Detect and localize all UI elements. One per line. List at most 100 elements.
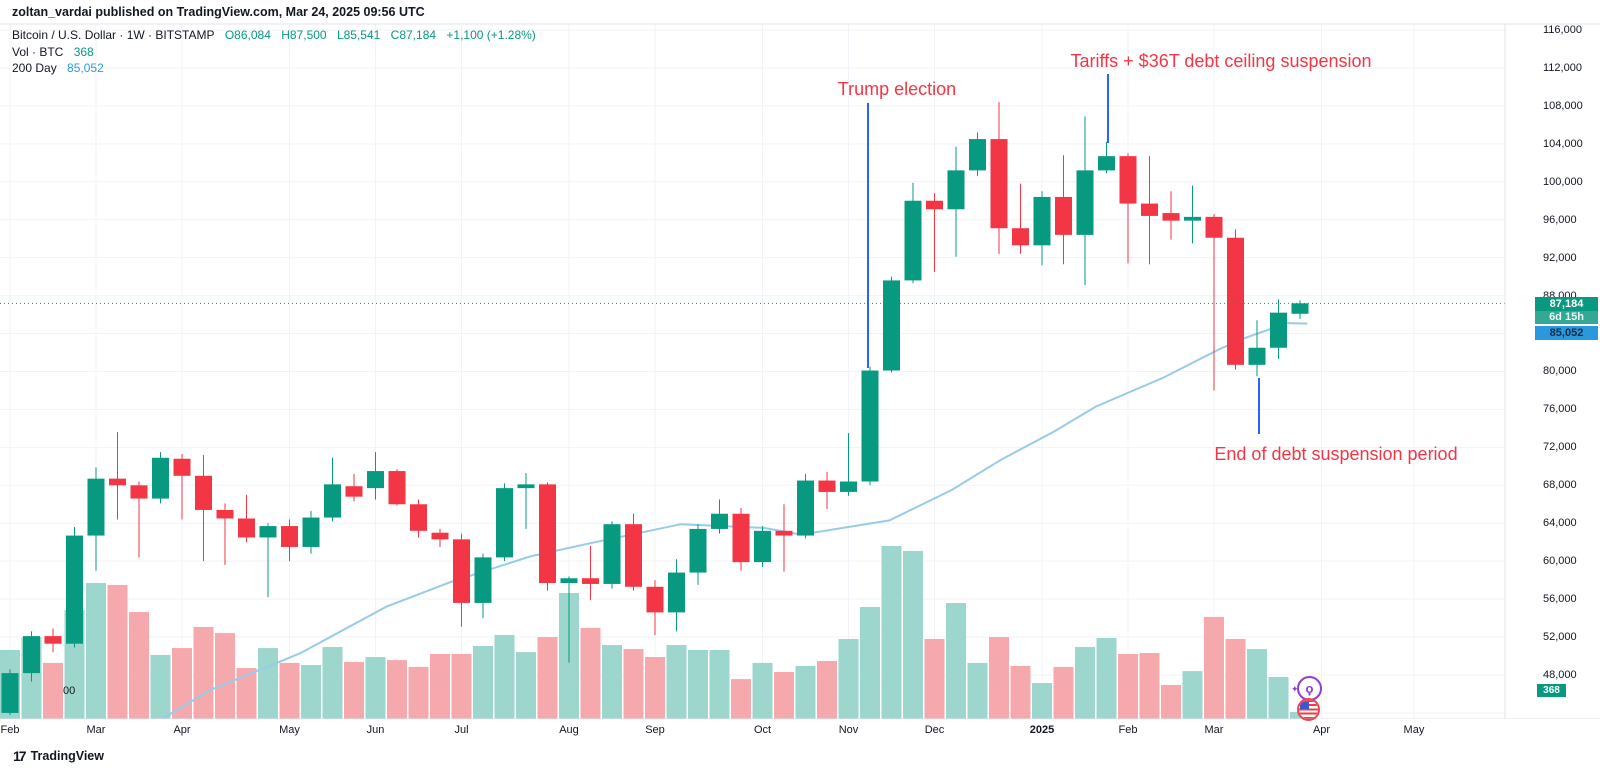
volume-bar — [602, 645, 622, 719]
candle-body — [1141, 203, 1158, 216]
candle-body — [281, 526, 298, 547]
volume-bar — [989, 637, 1009, 719]
volume-bar — [1053, 666, 1074, 719]
time-axis-label: 2025 — [1029, 724, 1055, 736]
volume-bar — [129, 611, 149, 719]
candle-body — [173, 458, 191, 476]
annotation-text: End of debt suspension period — [1214, 444, 1457, 464]
volume-bar — [1268, 676, 1289, 719]
volume-bar — [387, 660, 407, 719]
candle-body — [1227, 237, 1244, 365]
time-axis-label: Jul — [454, 724, 469, 736]
volume-bar — [1139, 653, 1160, 719]
ohlc-low: L85,541 — [336, 28, 381, 42]
candle-body — [324, 484, 341, 518]
volume-bar — [774, 672, 794, 719]
volume-bar — [1010, 665, 1031, 719]
candle-body — [582, 578, 599, 584]
candle-body — [44, 636, 62, 644]
candle-body — [904, 200, 922, 281]
candle-body — [754, 530, 771, 563]
tradingview-logo[interactable]: 17 TradingView — [13, 748, 104, 764]
volume-bar — [688, 649, 708, 719]
volume-label: Vol · BTC — [12, 44, 64, 59]
price-axis-label: 100,000 — [1543, 175, 1583, 188]
price-axis-label: 108,000 — [1543, 99, 1583, 112]
ma-value: 85,052 — [67, 61, 104, 75]
volume-bar — [731, 679, 751, 719]
volume-bar — [1118, 653, 1138, 719]
volume-bar — [236, 668, 257, 719]
price-axis[interactable]: 116,000 112,000 108,000 104,000 100,000 96,00… — [1505, 24, 1600, 743]
volume-bar — [1075, 646, 1095, 719]
price-axis-label: 72,000 — [1543, 441, 1577, 454]
us-flag-icon — [1297, 698, 1320, 721]
price-axis-label: 116,000 — [1543, 24, 1582, 36]
candle-body — [431, 532, 449, 540]
volume-bar — [344, 661, 364, 719]
candle-body — [216, 509, 234, 519]
legend-symbol-row[interactable]: Bitcoin / U.S. Dollar · 1W · BITSTAMP O8… — [12, 27, 536, 43]
tradingview-logo-icon: 17 — [13, 748, 27, 764]
price-axis-label: 64,000 — [1543, 517, 1577, 530]
covered-axis-label: 00 — [63, 685, 76, 697]
candle-body — [1055, 196, 1072, 235]
volume-bar — [451, 653, 472, 719]
candle-body — [66, 535, 83, 644]
published-byline: zoltan_vardai published on TradingView.c… — [12, 5, 425, 19]
candle-body — [259, 526, 277, 538]
candle-body — [1098, 156, 1115, 171]
candle-body — [345, 486, 363, 497]
price-axis-label: 52,000 — [1543, 631, 1577, 644]
volume-bar — [709, 649, 730, 719]
volume-bar — [258, 648, 278, 719]
price-axis-label: 96,000 — [1543, 213, 1577, 226]
candle-body — [732, 513, 750, 563]
candle-body — [883, 280, 900, 371]
candle-body — [367, 471, 384, 489]
volume-bar — [881, 545, 902, 719]
price-axis-label: 104,000 — [1543, 137, 1583, 150]
candle-body — [1162, 213, 1180, 221]
volume-bar — [43, 662, 63, 719]
chart-legend: Bitcoin / U.S. Dollar · 1W · BITSTAMP O8… — [12, 27, 536, 77]
candle-body — [1291, 303, 1309, 314]
volume-bar — [516, 652, 536, 719]
volume-value: 368 — [73, 44, 94, 59]
ohlc-high: H87,500 — [281, 28, 327, 42]
price-axis-label: 80,000 — [1543, 365, 1577, 378]
volume-bar — [817, 661, 837, 719]
candle-body — [969, 139, 986, 171]
time-axis-label: Feb — [1118, 724, 1138, 736]
time-axis-label: Aug — [559, 724, 579, 736]
candle-body — [1248, 347, 1266, 365]
candle-body — [797, 480, 814, 536]
candle-body — [689, 528, 707, 573]
price-axis-label: 60,000 — [1543, 555, 1577, 568]
time-axis-label: Apr — [1312, 724, 1331, 736]
candle-body — [496, 488, 513, 558]
symbol-title: Bitcoin / U.S. Dollar · 1W · BITSTAMP — [12, 28, 215, 42]
volume-bar — [1182, 671, 1203, 719]
candle-body — [646, 586, 664, 613]
volume-bar — [1225, 638, 1246, 719]
volume-bar — [301, 665, 321, 719]
candle-body — [560, 578, 578, 583]
volume-badge: 368 — [1537, 684, 1566, 697]
candle-body — [625, 524, 642, 587]
legend-volume-row[interactable]: Vol · BTC 368 — [12, 44, 536, 60]
change-value: +1,100 (+1.28%) — [446, 28, 536, 42]
time-axis-label: Nov — [838, 724, 859, 736]
time-axis[interactable]: Feb Mar Apr May Jun Jul Aug Sep Oct Nov Dec 2025 Feb… — [0, 719, 1600, 743]
time-axis-label: Apr — [173, 724, 191, 736]
volume-bar — [365, 657, 386, 719]
ma-200-line — [161, 322, 1308, 720]
legend-ma-row[interactable]: 200 Day 85,052 — [12, 60, 536, 76]
volume-bar — [279, 662, 300, 719]
volume-bar — [1204, 616, 1224, 719]
candle-body — [517, 484, 535, 489]
ohlc-close: C87,184 — [390, 28, 437, 42]
volume-bar — [1032, 683, 1052, 719]
volume-bar — [903, 550, 923, 719]
